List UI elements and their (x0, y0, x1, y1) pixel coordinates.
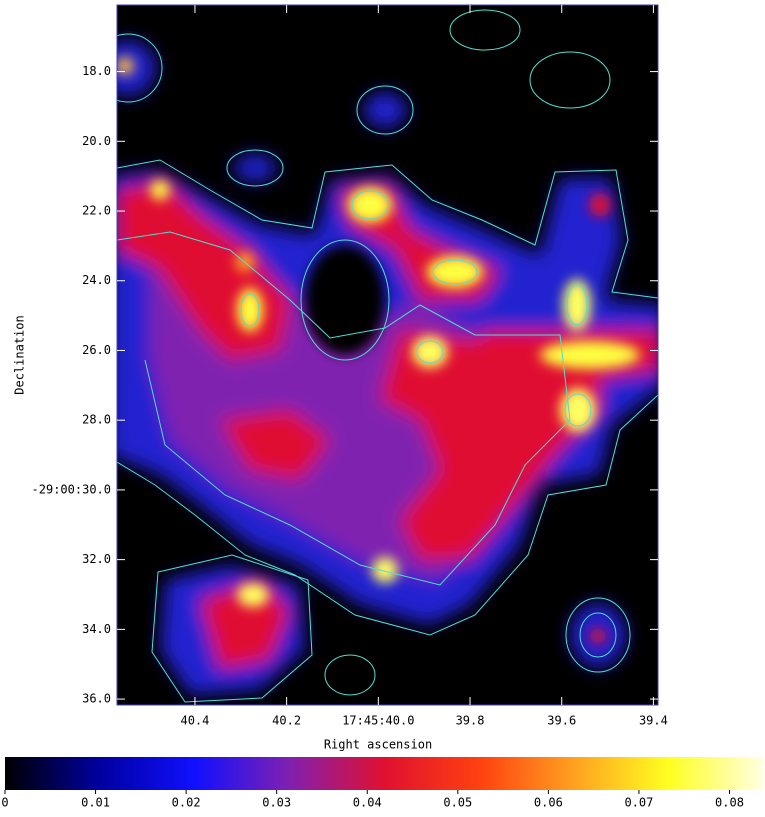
colorbar-tick-label: 0.08 (715, 796, 744, 810)
x-tick-label: 39.8 (456, 714, 485, 728)
colorbar-tick-label: 0.06 (534, 796, 563, 810)
contours (117, 9, 658, 703)
colorbar-tick-label: 0.03 (262, 796, 291, 810)
x-tick-label: 39.6 (547, 714, 576, 728)
y-tick-label: 28.0 (82, 413, 111, 427)
colorbar-tick-label: 0.05 (443, 796, 472, 810)
y-tick-label: 36.0 (82, 692, 111, 706)
colorbar-tick-label: 0.02 (172, 796, 201, 810)
y-tick-label: -29:00:30.0 (32, 482, 111, 496)
image-frame (116, 4, 659, 706)
y-tick-label: 26.0 (82, 343, 111, 357)
colorbar-tick-label: 0 (1, 796, 8, 810)
y-tick-label: 24.0 (82, 273, 111, 287)
colorbar-tick-label: 0.07 (624, 796, 653, 810)
x-tick-label: 17:45:40.0 (342, 714, 414, 728)
x-tick-label: 40.4 (180, 714, 209, 728)
x-axis-label: Right ascension (324, 738, 432, 752)
y-tick-label: 34.0 (82, 622, 111, 636)
y-tick-label: 20.0 (82, 134, 111, 148)
colorbar-tick-label: 0.01 (81, 796, 110, 810)
image (117, 9, 658, 703)
y-tick-label: 32.0 (82, 552, 111, 566)
hole (305, 245, 385, 355)
x-tick-label: 40.2 (272, 714, 301, 728)
y-axis-label: Declination (13, 315, 27, 394)
x-tick-label: 39.4 (639, 714, 668, 728)
y-tick-label: 22.0 (82, 204, 111, 218)
y-tick-label: 18.0 (82, 64, 111, 78)
bright-spots (117, 57, 640, 644)
colorbar (5, 757, 763, 790)
colorbar-tick-label: 0.04 (353, 796, 382, 810)
